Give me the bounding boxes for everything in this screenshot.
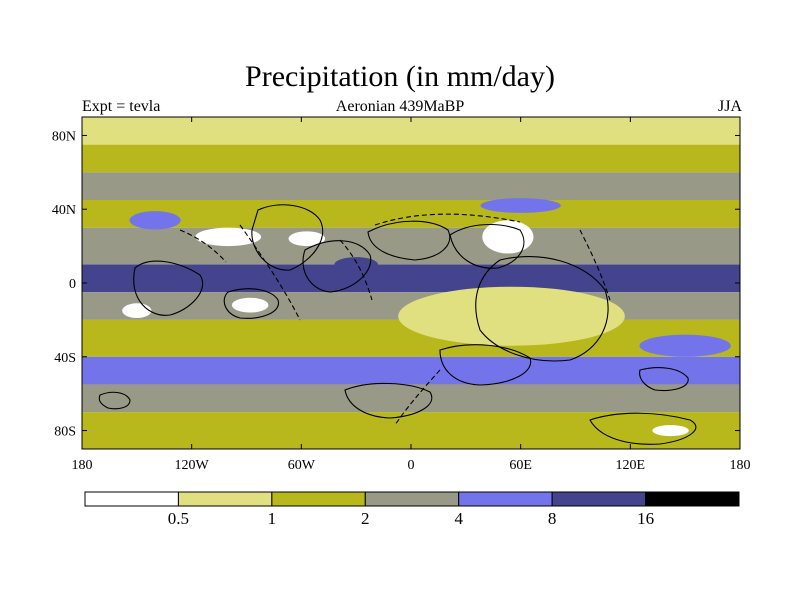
coastline [133, 260, 204, 316]
precip-feature [639, 334, 731, 357]
coastline [344, 382, 433, 419]
colorbar-label: 2 [361, 509, 370, 528]
x-tick-label: 0 [408, 458, 415, 473]
precip-band [82, 144, 740, 173]
coastline-dashed [179, 229, 227, 263]
coastline [302, 240, 372, 293]
coastline [475, 255, 609, 362]
precip-feature [288, 231, 326, 247]
coastline [449, 223, 525, 269]
precip-feature [398, 286, 625, 346]
precip-band [82, 384, 740, 413]
colorbar-label: 1 [268, 509, 277, 528]
precip-feature [480, 198, 561, 213]
precip-field [82, 117, 740, 449]
colorbar-swatch [84, 491, 179, 507]
precip-band [82, 264, 740, 293]
x-tick-label: 180 [730, 458, 751, 473]
coastline-dashed [579, 229, 611, 301]
colorbar-swatch [645, 491, 740, 507]
y-tick-label: 80S [54, 425, 76, 440]
coastline [439, 344, 532, 386]
colorbar: 0.5 1 2 4 8 16 [84, 491, 740, 528]
x-tick-label: 120E [616, 458, 646, 473]
coastlines [98, 204, 697, 445]
coastline [98, 391, 131, 410]
colorbar-label: 4 [454, 509, 463, 528]
chart-title: Precipitation (in mm/day) [245, 60, 555, 93]
precip-feature [652, 425, 689, 437]
coastline-dashed [239, 224, 301, 321]
precip-feature [334, 257, 379, 272]
coastline [251, 204, 324, 271]
colorbar-swatch [551, 491, 647, 507]
x-tick-label: 60E [509, 458, 532, 473]
x-tick-label: 180 [72, 458, 93, 473]
y-tick-label: 40S [54, 351, 76, 366]
colorbar-label: 16 [637, 509, 654, 528]
coastline [223, 288, 279, 319]
coastline-dashed [374, 213, 521, 226]
y-tick-label: 0 [69, 277, 76, 292]
precip-band [82, 356, 740, 385]
coastline [589, 412, 697, 445]
coastline [639, 367, 689, 392]
colorbar-swatch [177, 491, 273, 507]
precip-feature [129, 211, 181, 230]
precip-band [82, 227, 740, 265]
colorbar-swatch [458, 491, 553, 507]
colorbar-label: 8 [548, 509, 557, 528]
season-label: JJA [717, 98, 742, 115]
precip-band [82, 172, 740, 200]
y-tick-label: 80N [52, 129, 76, 144]
colorbar-swatch [271, 491, 366, 507]
experiment-label: Expt = tevla [82, 98, 161, 115]
precip-feature [231, 297, 269, 313]
coastline [367, 220, 451, 261]
y-tick-label: 40N [52, 203, 76, 218]
colorbar-label: 0.5 [168, 509, 189, 528]
axes: 180 120W 60W 0 60E 120E 180 80N 40N 0 40S 80S [52, 117, 751, 473]
x-tick-label: 120W [175, 458, 210, 473]
precip-feature [122, 303, 152, 319]
period-label: Aeronian 439MaBP [335, 98, 465, 115]
colorbar-swatch [364, 491, 460, 507]
precip-band [82, 412, 740, 449]
x-tick-label: 60W [288, 458, 316, 473]
coastline-dashed [339, 239, 373, 301]
coastline-dashed [394, 369, 441, 426]
precip-band [82, 200, 740, 228]
precip-feature [482, 220, 534, 254]
